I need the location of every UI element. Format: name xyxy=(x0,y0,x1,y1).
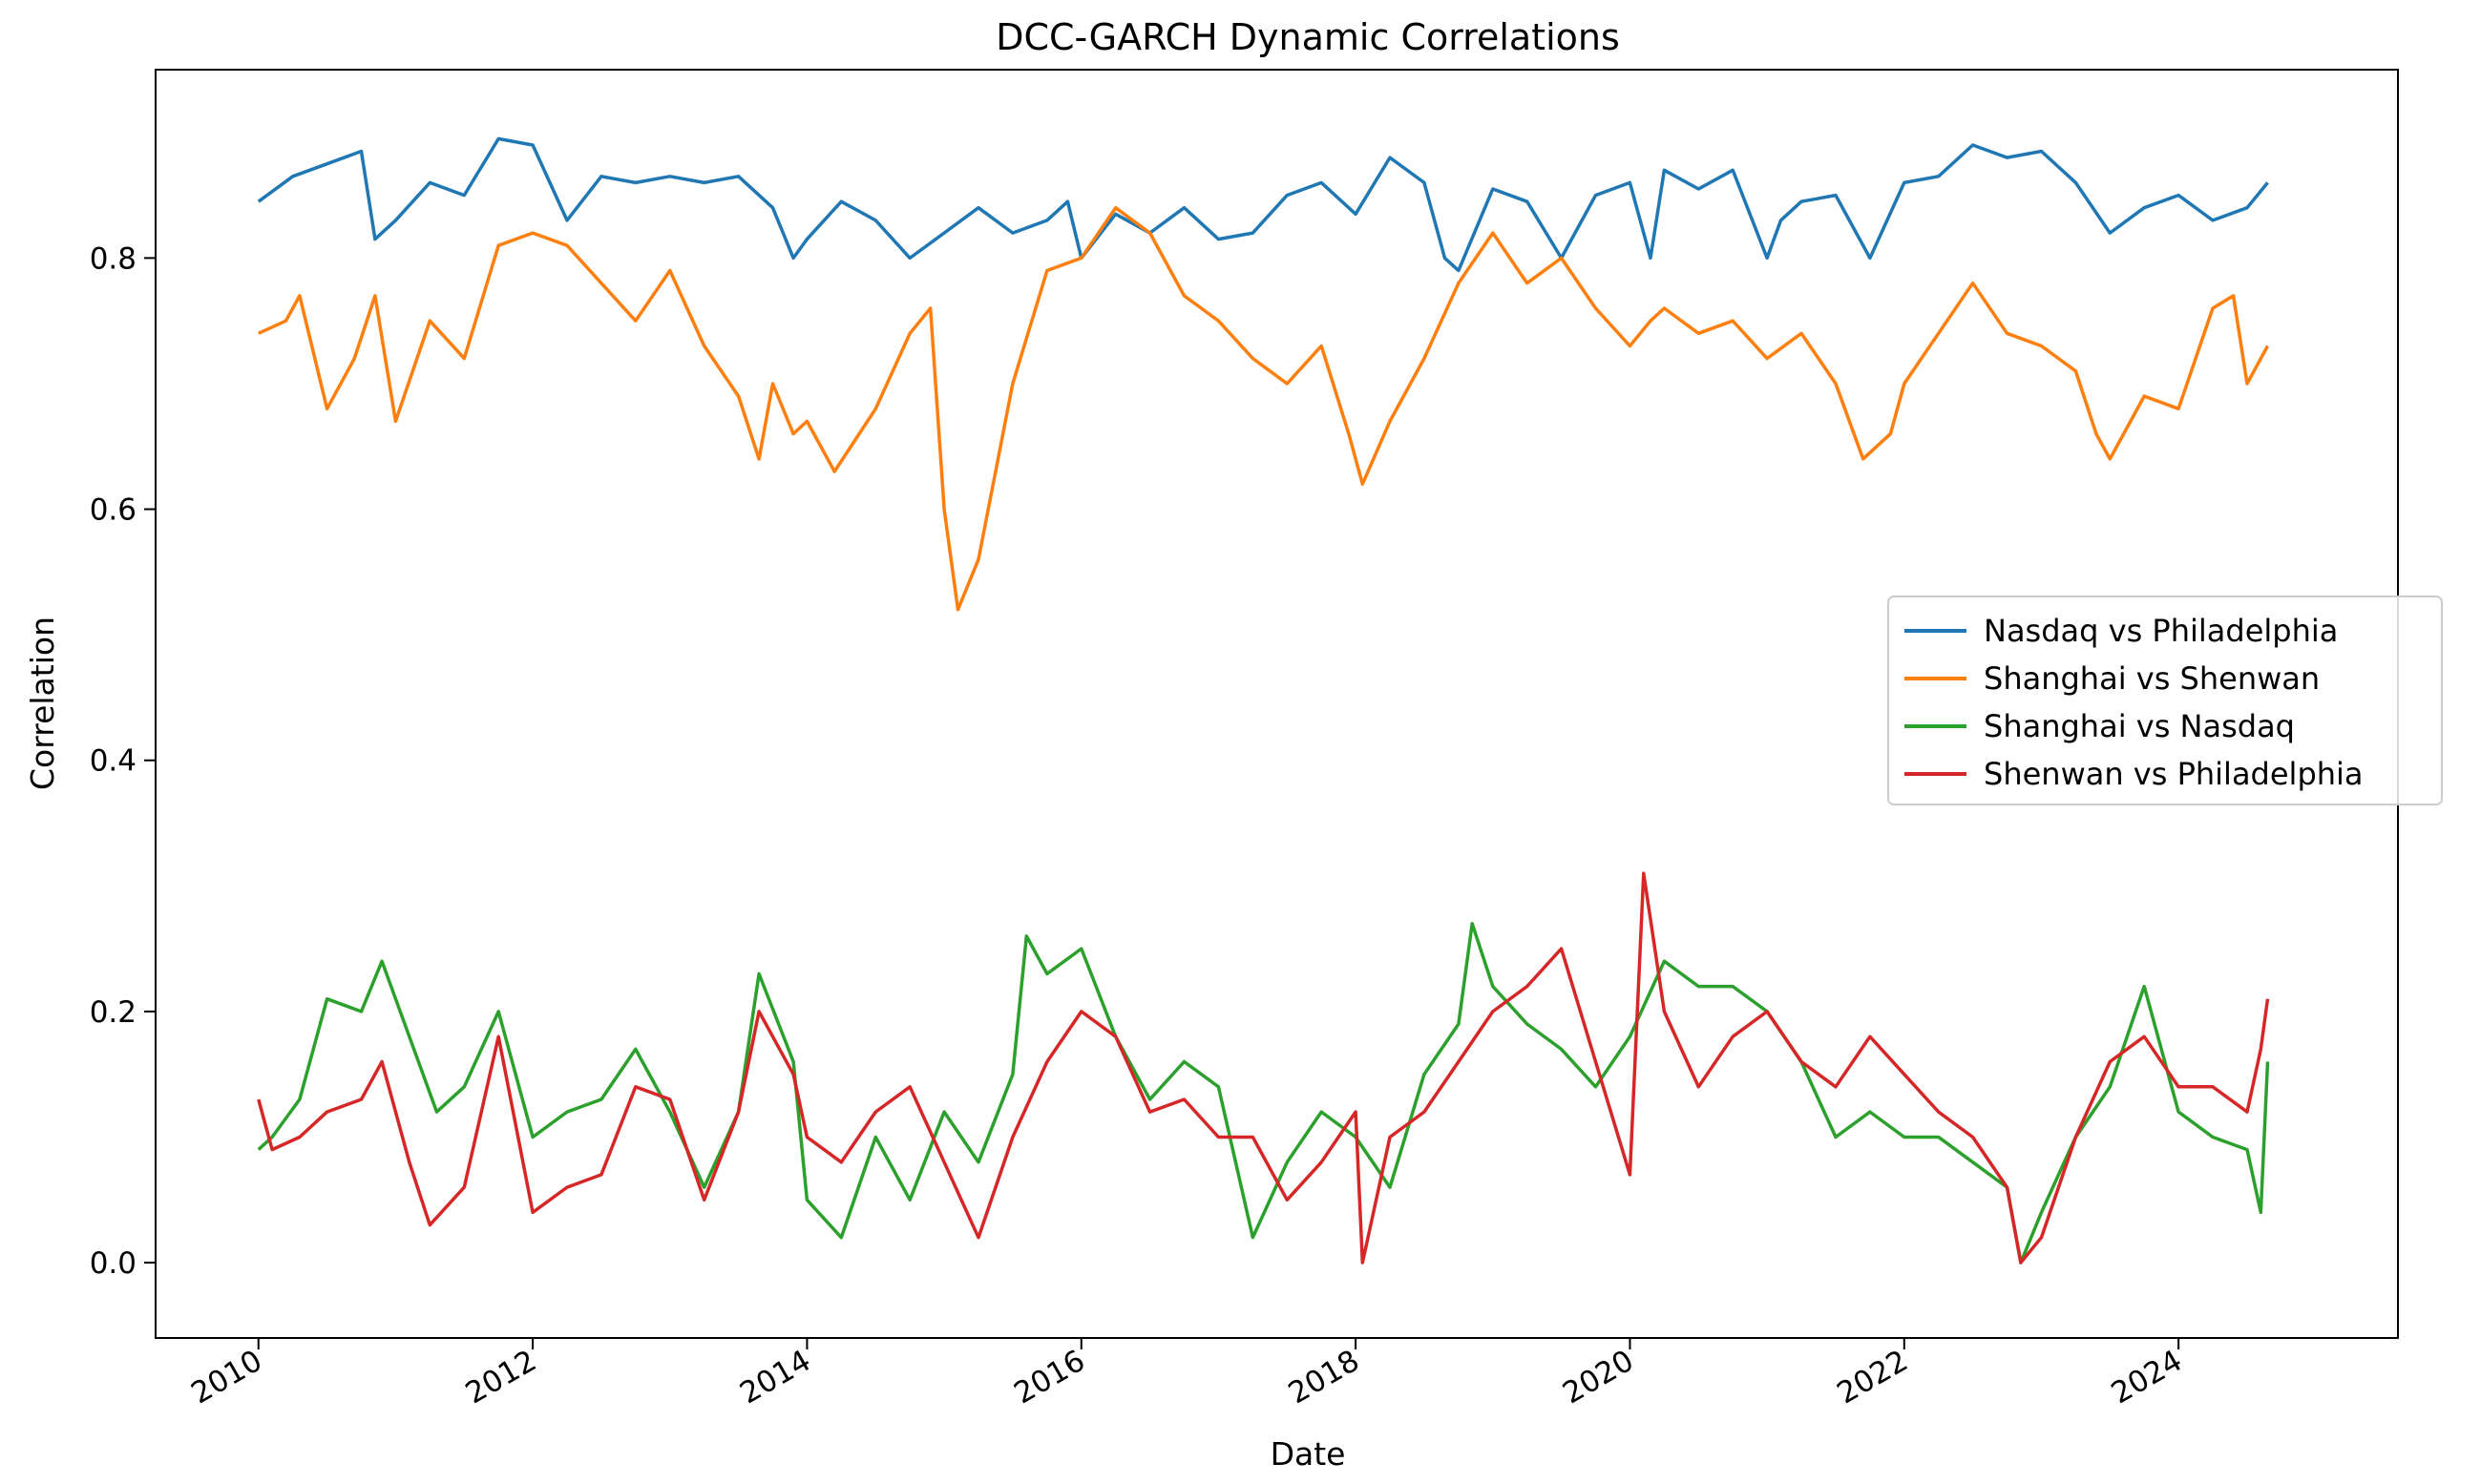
legend-label-4: Shenwan vs Philadelphia xyxy=(1984,756,2364,792)
y-axis-label: Correlation xyxy=(24,617,61,790)
legend-label-1: Nasdaq vs Philadelphia xyxy=(1984,613,2338,649)
plot-area xyxy=(155,69,2399,1339)
x-tick-label: 2010 xyxy=(185,1344,267,1411)
x-tick-label: 2016 xyxy=(1008,1344,1090,1411)
series-line-3 xyxy=(257,922,2270,1265)
legend-box xyxy=(1887,596,2443,805)
x-tick-label: 2012 xyxy=(460,1344,542,1411)
x-tick-label: 2022 xyxy=(1831,1344,1913,1411)
x-tick-label: 2020 xyxy=(1557,1344,1639,1411)
series-line-4 xyxy=(257,871,2270,1265)
y-tick-label: 0.6 xyxy=(90,493,137,528)
x-axis: 2010 2012 2014 2016 2018 2020 2022 2024 xyxy=(185,1338,2188,1411)
legend: Nasdaq vs Philadelphia Shanghai vs Shenwa… xyxy=(1887,596,2443,805)
y-tick-label: 0.8 xyxy=(90,241,137,276)
series-layer xyxy=(257,136,2270,1265)
x-tick-label: 2024 xyxy=(2106,1344,2188,1411)
legend-label-2: Shanghai vs Shenwan xyxy=(1984,660,2320,697)
y-axis: 0.0 0.2 0.4 0.6 0.8 xyxy=(90,241,156,1281)
y-tick-label: 0.4 xyxy=(90,744,137,779)
chart-title: DCC-GARCH Dynamic Correlations xyxy=(996,16,1620,58)
series-line-2 xyxy=(258,205,2270,612)
y-tick-label: 0.0 xyxy=(90,1246,137,1281)
y-tick-label: 0.2 xyxy=(90,995,137,1030)
series-line-1 xyxy=(257,136,2269,273)
x-tick-label: 2018 xyxy=(1283,1344,1365,1411)
x-axis-label: Date xyxy=(1271,1435,1346,1473)
x-tick-label: 2014 xyxy=(734,1344,816,1411)
legend-label-3: Shanghai vs Nasdaq xyxy=(1984,708,2295,744)
